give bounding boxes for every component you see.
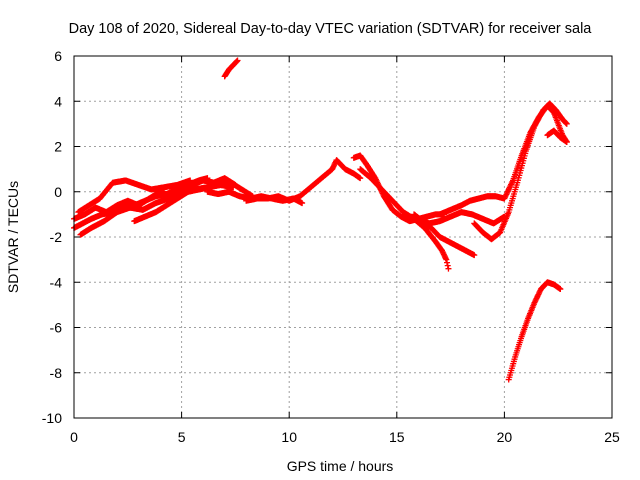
x-tick-label: 0 bbox=[70, 429, 78, 445]
y-tick-label: 2 bbox=[54, 139, 62, 155]
y-tick-label: -8 bbox=[50, 365, 63, 381]
y-tick-label: 0 bbox=[54, 184, 62, 200]
x-tick-label: 5 bbox=[178, 429, 186, 445]
y-tick-label: 4 bbox=[54, 93, 62, 109]
y-tick-label: -6 bbox=[50, 320, 63, 336]
y-tick-label: -10 bbox=[42, 410, 62, 426]
data-point bbox=[187, 177, 194, 184]
data-point bbox=[444, 259, 451, 266]
series-arc-14 bbox=[471, 100, 570, 243]
y-tick-label: -2 bbox=[50, 229, 63, 245]
series-arc-3 bbox=[75, 177, 194, 216]
y-axis-label: SDTVAR / TECUs bbox=[5, 181, 21, 293]
data-point bbox=[445, 265, 452, 272]
series-arc-16 bbox=[544, 127, 570, 145]
data-point bbox=[443, 256, 450, 263]
series-arc-7 bbox=[243, 157, 364, 204]
series-arc-9 bbox=[350, 152, 448, 225]
data-point bbox=[234, 57, 241, 64]
series-arc-13 bbox=[436, 102, 570, 218]
data-point bbox=[563, 120, 570, 127]
y-tick-label: 6 bbox=[54, 48, 62, 64]
data-point bbox=[357, 175, 364, 182]
data-point bbox=[444, 262, 451, 269]
y-tick-label: -4 bbox=[50, 274, 63, 290]
x-tick-label: 10 bbox=[281, 429, 297, 445]
data-point bbox=[557, 286, 564, 293]
x-axis-label: GPS time / hours bbox=[287, 458, 394, 474]
x-tick-label: 15 bbox=[389, 429, 405, 445]
data-points bbox=[71, 57, 570, 383]
axis-ticks: 0 5 10 15 20 25 -10 -8 -6 -4 -2 0 2 4 6 bbox=[42, 48, 620, 445]
data-point bbox=[563, 138, 570, 145]
series-arc-8 bbox=[221, 57, 241, 80]
data-point bbox=[299, 200, 306, 207]
series-arc-15 bbox=[505, 279, 564, 383]
data-point bbox=[471, 252, 478, 259]
x-tick-label: 25 bbox=[604, 429, 620, 445]
grid-lines bbox=[74, 56, 612, 418]
chart-title: Day 108 of 2020, Sidereal Day-to-day VTE… bbox=[69, 21, 593, 37]
x-tick-label: 20 bbox=[497, 429, 513, 445]
